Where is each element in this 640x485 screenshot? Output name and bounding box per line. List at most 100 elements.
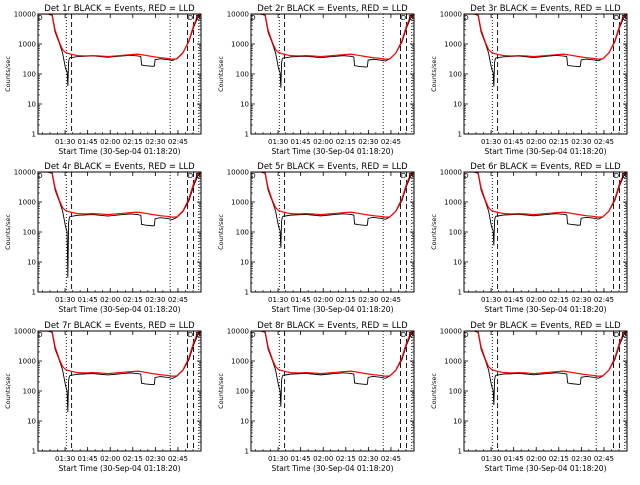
x-tick-label: 02:15 <box>123 296 143 304</box>
y-tick-label: 100 <box>236 229 249 237</box>
x-tick-label: 01:30 <box>55 296 75 304</box>
y-tick-label: 1 <box>458 131 462 139</box>
series-events-line <box>464 14 627 87</box>
y-tick-label: 10000 <box>14 169 36 177</box>
plot-title: Det 3r BLACK = Events, RED = LLD <box>470 4 621 14</box>
annotation-label: D <box>37 331 42 339</box>
x-tick-label: 01:45 <box>504 455 524 463</box>
y-tick-label: 100 <box>23 71 36 79</box>
y-tick-label: 10 <box>240 101 249 109</box>
x-tick-label: 02:00 <box>100 455 120 463</box>
x-tick-label: 01:45 <box>78 455 98 463</box>
plot-frame <box>463 13 628 135</box>
x-tick-label: 01:30 <box>268 455 288 463</box>
series-events-line <box>38 14 201 86</box>
x-tick-label: 02:45 <box>168 455 188 463</box>
x-tick-label: 02:30 <box>145 455 165 463</box>
annotation-label: D <box>614 331 619 339</box>
x-tick-label: 02:15 <box>336 455 356 463</box>
x-tick-label: 01:30 <box>268 296 288 304</box>
x-axis-label: Start Time (30-Sep-04 01:18:20) <box>272 305 394 314</box>
x-tick-label: 02:45 <box>381 296 401 304</box>
y-tick-label: 1000 <box>231 358 249 366</box>
plot-title: Det 4r BLACK = Events, RED = LLD <box>44 162 195 172</box>
x-axis-label: Start Time (30-Sep-04 01:18:20) <box>272 464 394 473</box>
y-tick-label: 1 <box>245 289 249 297</box>
y-tick-label: 100 <box>449 388 462 396</box>
y-tick-label: 1000 <box>231 41 249 49</box>
x-tick-label: 01:30 <box>481 296 501 304</box>
annotation-label: D <box>621 14 626 22</box>
y-tick-label: 10 <box>453 418 462 426</box>
series-lld-line <box>38 14 201 60</box>
detector-plot-1: Det 1r BLACK = Events, RED = LLD Counts/s… <box>4 4 202 156</box>
y-tick-label: 1000 <box>18 199 36 207</box>
y-tick-label: 100 <box>23 229 36 237</box>
y-tick-label: 1000 <box>18 41 36 49</box>
series-events-line <box>251 172 414 248</box>
x-tick-label: 02:45 <box>168 296 188 304</box>
x-tick-label: 01:45 <box>291 138 311 146</box>
y-axis-label: Counts/sec <box>217 373 225 409</box>
series-events-line <box>251 14 414 88</box>
series-lld-line <box>251 172 414 218</box>
x-tick-label: 02:00 <box>526 455 546 463</box>
x-tick-label: 02:00 <box>526 138 546 146</box>
x-tick-label: 02:00 <box>100 138 120 146</box>
y-tick-label: 1000 <box>444 199 462 207</box>
annotation-label: D <box>621 172 626 180</box>
annotation-label: D <box>614 172 619 180</box>
x-tick-label: 01:45 <box>291 455 311 463</box>
detector-plot-2: Det 2r BLACK = Events, RED = LLD Counts/s… <box>217 4 415 156</box>
plot-title: Det 1r BLACK = Events, RED = LLD <box>44 4 195 14</box>
x-axis-label: Start Time (30-Sep-04 01:18:20) <box>272 147 394 156</box>
x-tick-label: 02:30 <box>358 455 378 463</box>
detector-plot-3: Det 3r BLACK = Events, RED = LLD Counts/s… <box>430 4 628 156</box>
series-events-line <box>251 331 414 407</box>
y-tick-label: 100 <box>236 388 249 396</box>
x-tick-label: 02:15 <box>123 138 143 146</box>
y-tick-label: 10000 <box>440 328 462 336</box>
annotation-label: D <box>463 14 468 22</box>
x-tick-label: 01:30 <box>55 455 75 463</box>
x-tick-label: 01:30 <box>481 138 501 146</box>
x-tick-label: 02:30 <box>145 138 165 146</box>
y-axis-label: Counts/sec <box>4 56 12 92</box>
x-tick-label: 02:45 <box>594 455 614 463</box>
detector-plot-8: Det 8r BLACK = Events, RED = LLD Counts/s… <box>217 321 415 473</box>
x-axis-label: Start Time (30-Sep-04 01:18:20) <box>59 305 181 314</box>
x-tick-label: 02:45 <box>381 455 401 463</box>
annotation-label: D <box>250 14 255 22</box>
plot-title: Det 7r BLACK = Events, RED = LLD <box>44 321 195 331</box>
x-tick-label: 02:15 <box>549 455 569 463</box>
plot-frame <box>463 330 628 452</box>
series-events-line <box>464 172 627 246</box>
y-tick-label: 10000 <box>440 169 462 177</box>
x-tick-label: 02:15 <box>549 138 569 146</box>
x-tick-label: 02:30 <box>571 296 591 304</box>
x-axis-label: Start Time (30-Sep-04 01:18:20) <box>485 147 607 156</box>
x-tick-label: 01:45 <box>504 296 524 304</box>
x-tick-label: 02:45 <box>168 138 188 146</box>
detector-plot-7: Det 7r BLACK = Events, RED = LLD Counts/s… <box>4 321 202 473</box>
plot-frame <box>250 13 415 135</box>
y-tick-label: 10000 <box>227 169 249 177</box>
x-tick-label: 02:30 <box>571 138 591 146</box>
x-tick-label: 02:15 <box>123 455 143 463</box>
annotation-label: D <box>463 331 468 339</box>
x-tick-label: 02:00 <box>313 296 333 304</box>
y-tick-label: 10 <box>27 101 36 109</box>
x-tick-label: 02:45 <box>381 138 401 146</box>
annotation-label: D <box>401 14 406 22</box>
x-tick-label: 02:00 <box>313 138 333 146</box>
y-tick-label: 100 <box>236 71 249 79</box>
x-axis-label: Start Time (30-Sep-04 01:18:20) <box>485 464 607 473</box>
y-tick-label: 1 <box>245 131 249 139</box>
x-tick-label: 02:45 <box>594 138 614 146</box>
y-tick-label: 1 <box>32 289 36 297</box>
y-axis-label: Counts/sec <box>430 56 438 92</box>
plot-title: Det 9r BLACK = Events, RED = LLD <box>470 321 621 331</box>
annotation-label: D <box>401 331 406 339</box>
x-tick-label: 01:45 <box>78 296 98 304</box>
series-lld-line <box>464 172 627 218</box>
